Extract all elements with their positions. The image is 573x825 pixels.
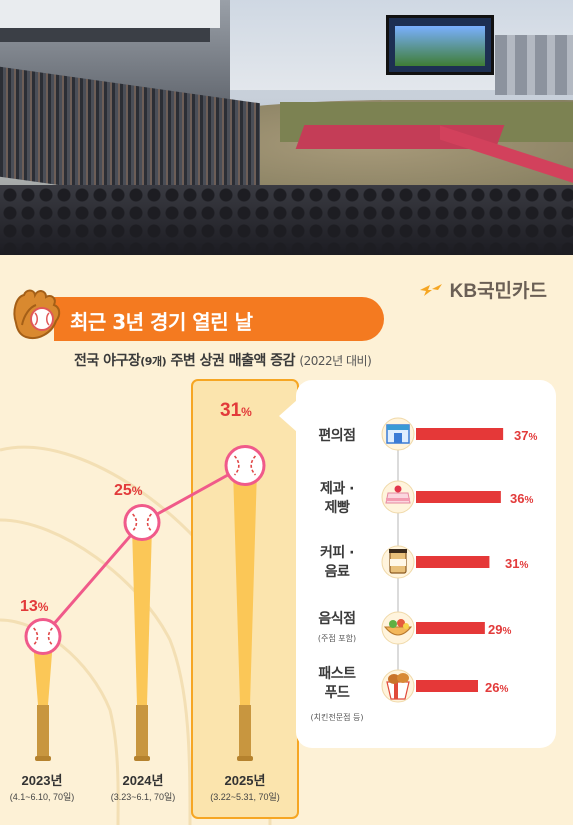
category-bar-4	[416, 680, 478, 692]
category-label-3: 음식점	[318, 611, 356, 627]
coffee-cup-icon	[381, 545, 415, 579]
convenience-store-icon	[381, 417, 415, 451]
year-note-2025: (3.22~5.31, 70일)	[210, 792, 280, 802]
title-bar	[54, 297, 384, 341]
baseball-glove-icon	[13, 289, 61, 339]
category-bar-2	[416, 556, 490, 568]
category-note-3: (주점 포함)	[317, 634, 357, 643]
baseball-point-2024년	[123, 504, 161, 541]
category-bar-0	[416, 428, 504, 440]
chart-subtitle: 전국 야구장(9개) 주변 상권 매출액 증감 (2022년 대비)	[74, 353, 372, 369]
brand-logo: KB국민카드	[418, 276, 547, 303]
baseball-point-2023년	[24, 618, 62, 655]
year-note-2024: (3.23~6.1, 70일)	[110, 792, 176, 802]
year-note-2023: (4.1~6.10, 70일)	[9, 792, 75, 802]
category-value-2: 31%	[505, 556, 529, 571]
category-label-1: 제과 · 제빵	[320, 481, 354, 516]
card-pointer	[279, 400, 297, 432]
category-value-4: 26%	[485, 680, 509, 695]
category-label-0: 편의점	[318, 428, 356, 444]
value-label-2023: 13%	[20, 598, 49, 615]
year-label-2025: 2025년	[224, 773, 266, 788]
category-bar-1	[416, 491, 501, 503]
value-label-2024: 25%	[114, 482, 143, 499]
brand-name: KB국민카드	[449, 281, 547, 302]
kb-star-icon	[419, 283, 442, 296]
value-label-2025: 31%	[220, 400, 252, 421]
food-bowl-icon	[381, 611, 415, 645]
category-label-4: 패스트 푸드	[318, 666, 356, 701]
category-label-2: 커피 · 음료	[320, 545, 354, 580]
bat-bar-2025년	[233, 457, 257, 761]
category-value-1: 36%	[510, 491, 534, 506]
stadium-photo	[0, 0, 573, 255]
category-note-4: (치킨전문점 등)	[310, 713, 364, 722]
cake-icon	[381, 480, 415, 514]
page-title: 최근 3년 경기 열린 날	[70, 310, 253, 334]
fried-chicken-icon	[381, 669, 415, 703]
category-bar-3	[416, 622, 485, 634]
year-label-2023: 2023년	[21, 773, 63, 788]
scoreboard-screen	[386, 15, 494, 75]
category-value-0: 37%	[514, 428, 538, 443]
category-value-3: 29%	[488, 622, 512, 637]
year-label-2024: 2024년	[122, 773, 164, 788]
baseball-point-2025년	[224, 445, 266, 486]
bat-bar-2024년	[132, 514, 152, 761]
